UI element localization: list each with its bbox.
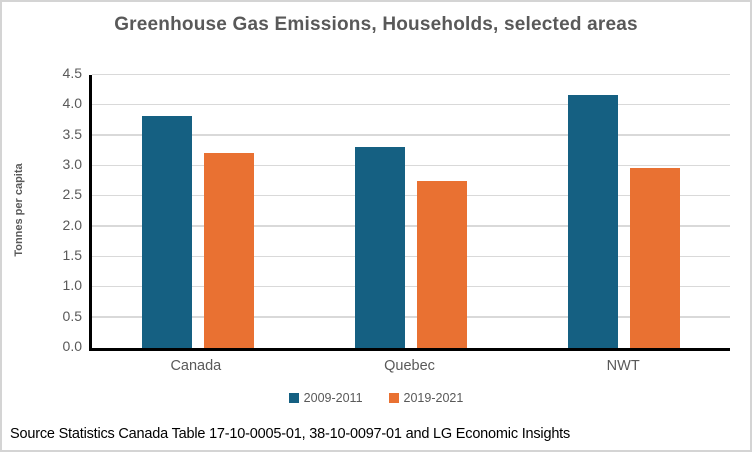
bar-2019-2021-quebec [417,181,467,348]
bar-group-canada [92,75,305,348]
gridline [92,225,730,227]
gridline [92,194,730,197]
y-tick-label: 1.0 [62,277,82,294]
y-tick-label: 3.5 [62,125,82,142]
legend-swatch-icon [388,393,399,403]
chart-title: Greenhouse Gas Emissions, Households, se… [114,14,638,35]
gridline [92,73,730,75]
source-note: Source Statistics Canada Table 17-10-000… [10,426,571,442]
legend-item-2019-2021: 2019-2021 [388,391,464,405]
y-tick-label: 2.0 [62,216,82,233]
y-tick-label: 4.5 [62,65,82,81]
bar-2009-2011-nwt [567,95,618,348]
plot-area [89,73,730,348]
legend-swatch-icon [288,393,299,403]
bar-group-nwt [517,75,730,348]
legend: 2009-2011 2019-2021 [2,391,750,405]
x-axis-labels: Canada Quebec NWT [89,358,730,374]
y-tick-label: 2.5 [62,186,82,203]
y-tick-label: 3.0 [62,156,82,172]
legend-label: 2019-2021 [403,391,464,405]
x-axis-label-canada: Canada [170,358,222,374]
gridline [92,103,730,106]
gridline [92,164,730,166]
bar-group-quebec [305,75,518,348]
bar-2009-2011-canada [142,116,193,348]
gridline [92,134,730,136]
y-tick-label: 0.5 [62,307,82,324]
x-axis-line [89,348,730,351]
x-axis-label-nwt: NWT [606,358,640,374]
legend-item-2009-2011: 2009-2011 [288,391,363,405]
bar-2009-2011-quebec [355,147,405,348]
gridline [92,255,730,257]
y-tick-label: 4.0 [62,95,82,112]
y-tick-label: 1.5 [62,247,82,263]
y-tick-label: 0.0 [62,338,82,354]
y-axis-ticks: 0.0 0.5 1.0 1.5 2.0 2.5 3.0 3.5 4.0 4.5 [2,66,82,353]
bar-2019-2021-nwt [629,167,680,348]
bar-groups [92,75,730,348]
bar-2019-2021-canada [204,153,255,348]
legend-label: 2009-2011 [303,391,363,405]
gridline [92,285,730,288]
x-axis-label-quebec: Quebec [384,358,435,374]
gridline [92,316,730,318]
